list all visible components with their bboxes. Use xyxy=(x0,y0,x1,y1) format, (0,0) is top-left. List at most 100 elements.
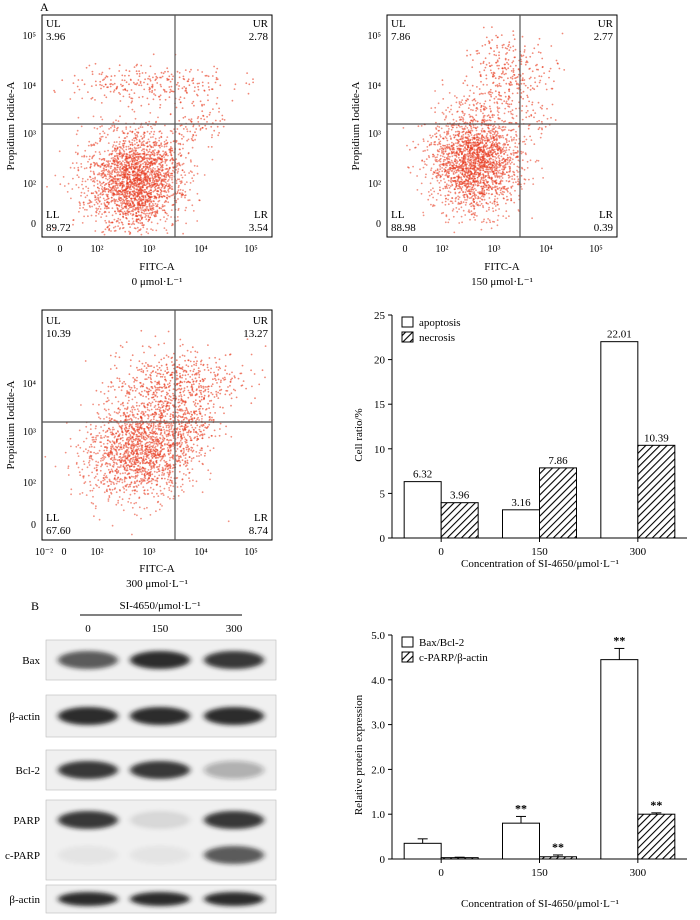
scatter-dot-1565 xyxy=(179,152,181,154)
scatter-dot-2247 xyxy=(508,90,510,92)
scatter-dot-1177 xyxy=(468,209,470,211)
scatter-dot-1505 xyxy=(184,210,186,212)
scatter-dot-2685 xyxy=(179,133,181,135)
scatter-dot-2168 xyxy=(116,130,118,132)
scatter-dot-552 xyxy=(113,144,115,146)
scatter-dot-1724 xyxy=(474,178,476,180)
scatter-dot-1918 xyxy=(149,203,151,205)
scatter-dot-962 xyxy=(142,163,144,165)
scatter-dot-2152 xyxy=(166,172,168,174)
scatter-dot-974 xyxy=(106,194,108,196)
scatter-dot-152 xyxy=(469,219,471,221)
scatter-dot-919 xyxy=(172,132,174,134)
scatter-dot-1952 xyxy=(434,133,436,135)
scatter-dot-1434 xyxy=(108,170,110,172)
scatter-dot-2557 xyxy=(134,92,136,94)
xtick-3: 10⁴ xyxy=(194,244,208,255)
scatter-dot-1538 xyxy=(482,113,484,115)
scatter-dot-2025 xyxy=(131,151,133,153)
scatter-dot-1955 xyxy=(438,160,440,162)
scatter-dot-2249 xyxy=(484,44,486,46)
scatter-dot-1826 xyxy=(429,135,431,137)
scatter-dot-280 xyxy=(451,129,453,131)
scatter-dot-1886 xyxy=(482,199,484,201)
scatter-dot-299 xyxy=(510,111,512,113)
scatter-dot-1340 xyxy=(510,198,512,200)
scatter-dot-2262 xyxy=(501,103,503,105)
scatter-dot-2118 xyxy=(109,189,111,191)
scatter-dot-1022 xyxy=(515,152,517,154)
scatter-dot-2652 xyxy=(212,108,214,110)
scatter-dot-1102 xyxy=(140,228,142,230)
scatter-dot-2118 xyxy=(465,171,467,173)
scatter-dot-1507 xyxy=(452,210,454,212)
scatter-dot-2345 xyxy=(161,145,163,147)
scatter-dot-2617 xyxy=(129,96,131,98)
scatter-dot-1082 xyxy=(107,134,109,136)
scatter-dot-1137 xyxy=(449,92,451,94)
scatter-dot-1168 xyxy=(151,200,153,202)
scatter-dot-906 xyxy=(472,130,474,132)
scatter-dot-288 xyxy=(489,221,491,223)
scatter-dot-2292 xyxy=(146,150,148,152)
scatter-dot-912 xyxy=(461,126,463,128)
scatter-dot-1189 xyxy=(479,103,481,105)
scatter-dot-1832 xyxy=(456,111,458,113)
scatter-dot-1636 xyxy=(481,196,483,198)
scatter-dot-2246 xyxy=(513,68,515,70)
scatter-dot-2651 xyxy=(180,96,182,98)
scatter-dot-2355 xyxy=(158,145,160,147)
scatter-dot-1532 xyxy=(166,194,168,196)
scatter-dot-667 xyxy=(472,189,474,191)
scatter-dot-1640 xyxy=(450,138,452,140)
scatter-dot-1831 xyxy=(93,172,95,174)
scatter-dot-2423 xyxy=(110,86,112,88)
scatter-dot-1553 xyxy=(152,146,154,148)
scatter-dot-2211 xyxy=(106,208,108,210)
scatter-dot-1037 xyxy=(479,205,481,207)
scatter-dot-2288 xyxy=(119,194,121,196)
scatter-dot-1965 xyxy=(143,210,145,212)
xtick-1: 10² xyxy=(91,244,104,255)
scatter-dot-2194 xyxy=(120,197,122,199)
scatter-dot-1936 xyxy=(134,194,136,196)
scatter-dot-2097 xyxy=(89,206,91,208)
scatter-dot-2056 xyxy=(157,190,159,192)
scatter-dot-1277 xyxy=(499,177,501,179)
scatter-dot-2514 xyxy=(159,99,161,101)
scatter-dot-1290 xyxy=(189,199,191,201)
scatter-dot-1903 xyxy=(131,182,133,184)
scatter-dot-21 xyxy=(108,142,110,144)
scatter-dot-1312 xyxy=(134,172,136,174)
scatter-dot-1185 xyxy=(464,197,466,199)
scatter-dot-89 xyxy=(122,208,124,210)
scatter-dot-2067 xyxy=(162,161,164,163)
scatter-dot-2140 xyxy=(491,168,493,170)
scatter-dot-2172 xyxy=(128,146,130,148)
scatter-dot-2341 xyxy=(93,171,95,173)
scatter-dot-2166 xyxy=(451,160,453,162)
scatter-dot-2615 xyxy=(87,91,89,93)
scatter-dot-1556 xyxy=(134,147,136,149)
scatter-dot-1920 xyxy=(500,192,502,194)
scatter-dot-2230 xyxy=(483,108,485,110)
scatter-dot-2131 xyxy=(486,137,488,139)
scatter-dot-807 xyxy=(510,163,512,165)
scatter-dot-2027 xyxy=(455,172,457,174)
scatter-dot-2084 xyxy=(463,181,465,183)
scatter-dot-1083 xyxy=(70,167,72,169)
scatter-dot-201 xyxy=(455,200,457,202)
scatter-dot-1626 xyxy=(458,174,460,176)
scatter-dot-1473 xyxy=(450,185,452,187)
scatter-dot-885 xyxy=(462,186,464,188)
scatter-dot-2406 xyxy=(178,85,180,87)
scatter-dot-1562 xyxy=(409,149,411,151)
scatter-dot-1225 xyxy=(464,194,466,196)
scatter-dot-1820 xyxy=(494,180,496,182)
scatter-dot-2106 xyxy=(114,181,116,183)
scatter-dot-2184 xyxy=(493,136,495,138)
scatter-dot-1583 xyxy=(492,156,494,158)
scatter-dot-2299 xyxy=(172,224,174,226)
scatter-dot-1885 xyxy=(436,159,438,161)
scatter-dot-1754 xyxy=(110,201,112,203)
